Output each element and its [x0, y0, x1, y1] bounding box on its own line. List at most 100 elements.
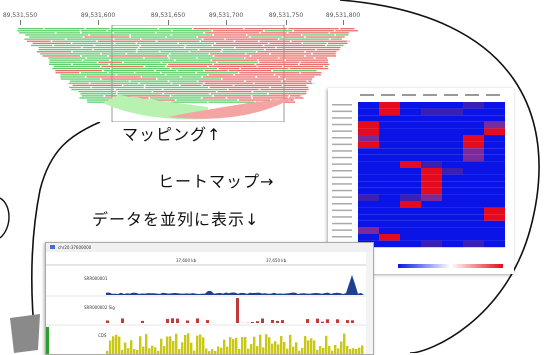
feature-bar [331, 351, 333, 354]
column-label-mark [444, 94, 458, 96]
heatmap-cell [484, 214, 505, 221]
row-label-mark [332, 170, 352, 172]
aligned-read [39, 49, 93, 50]
feature-bar [175, 334, 177, 354]
aligned-read [214, 64, 255, 65]
aligned-read [325, 66, 328, 67]
heatmap-cell [421, 135, 442, 142]
aligned-read [45, 28, 85, 29]
feature-bar [178, 349, 180, 354]
feature-bar [205, 348, 207, 354]
aligned-read [156, 70, 177, 71]
heatmap-cell [379, 241, 400, 248]
aligned-read [197, 72, 238, 73]
coverage-track [106, 275, 364, 295]
aligned-read [170, 57, 196, 58]
aligned-read [145, 87, 208, 88]
heatmap-cell [421, 221, 442, 228]
aligned-read [145, 57, 169, 58]
heatmap-cell [463, 208, 484, 215]
aligned-read [291, 41, 347, 42]
feature-bar [133, 349, 135, 354]
aligned-read [49, 64, 71, 65]
aligned-read [251, 55, 304, 56]
heatmap-cell [484, 115, 505, 122]
heatmap-cell [421, 201, 442, 208]
aligned-read [69, 87, 90, 88]
feature-bar [310, 338, 312, 354]
aligned-read [80, 93, 116, 94]
aligned-read [335, 30, 358, 31]
aligned-read [235, 74, 274, 75]
aligned-read [198, 81, 244, 82]
row-label-mark [332, 130, 352, 132]
heatmap-cell [442, 175, 463, 182]
aligned-read [217, 91, 251, 92]
aligned-read [266, 49, 316, 50]
heatmap-cell [400, 161, 421, 168]
heatmap-cell [400, 214, 421, 221]
aligned-read [214, 55, 250, 56]
track-title: SRR000002 Sig [84, 305, 115, 310]
heatmap-cell [421, 188, 442, 195]
heatmap-cell [421, 241, 442, 248]
heatmap-cell [463, 109, 484, 116]
aligned-read [27, 41, 51, 42]
aligned-read [178, 70, 204, 71]
feature-bar [115, 335, 117, 354]
left-small-circle [0, 198, 9, 238]
aligned-read [162, 62, 216, 63]
aligned-read [61, 78, 100, 79]
feature-bar [343, 334, 345, 355]
heatmap-cell [463, 241, 484, 248]
aligned-read [108, 30, 171, 31]
aligned-read [218, 62, 258, 63]
heatmap-cell [484, 161, 505, 168]
heatmap-cell [400, 135, 421, 142]
aligned-read [115, 43, 135, 44]
heatmap-cell [358, 128, 379, 135]
heatmap-cell [400, 155, 421, 162]
heatmap-cell [484, 201, 505, 208]
heatmap-cell [442, 241, 463, 248]
aligned-read [279, 39, 329, 40]
aligned-read [255, 83, 313, 84]
aligned-read [131, 36, 166, 37]
aligned-read [73, 85, 122, 86]
aligned-read [157, 41, 199, 42]
heatmap-cell [400, 241, 421, 248]
heatmap-cell [379, 194, 400, 201]
heatmap-cell [379, 208, 400, 215]
heatmap-cell [379, 115, 400, 122]
aligned-read [241, 68, 289, 69]
heatmap-cell [379, 155, 400, 162]
aligned-read [226, 39, 278, 40]
feature-bar [214, 351, 216, 354]
heatmap-cell [358, 115, 379, 122]
feature-bar [262, 347, 264, 354]
aligned-read [208, 102, 254, 103]
aligned-read [169, 81, 197, 82]
feature-bar [265, 334, 267, 354]
row-label-mark [332, 157, 352, 159]
aligned-read [159, 28, 192, 29]
signal-bar [171, 318, 174, 323]
signal-bar [316, 319, 319, 323]
aligned-read [52, 41, 96, 42]
aligned-read [330, 32, 349, 33]
heatmap-cell [400, 128, 421, 135]
feature-bar [316, 350, 318, 354]
heatmap-cell [400, 181, 421, 188]
heatmap-cell [379, 181, 400, 188]
heatmap-cell [400, 188, 421, 195]
feature-bar [112, 336, 114, 354]
aligned-read [277, 47, 341, 48]
aligned-read [83, 47, 138, 48]
aligned-read [290, 68, 328, 69]
aligned-read [203, 97, 226, 98]
heatmap-cell [484, 109, 505, 116]
column-label-mark [360, 94, 374, 96]
aligned-read [269, 93, 307, 94]
feature-bar [289, 335, 291, 354]
feature-bar [106, 351, 108, 354]
